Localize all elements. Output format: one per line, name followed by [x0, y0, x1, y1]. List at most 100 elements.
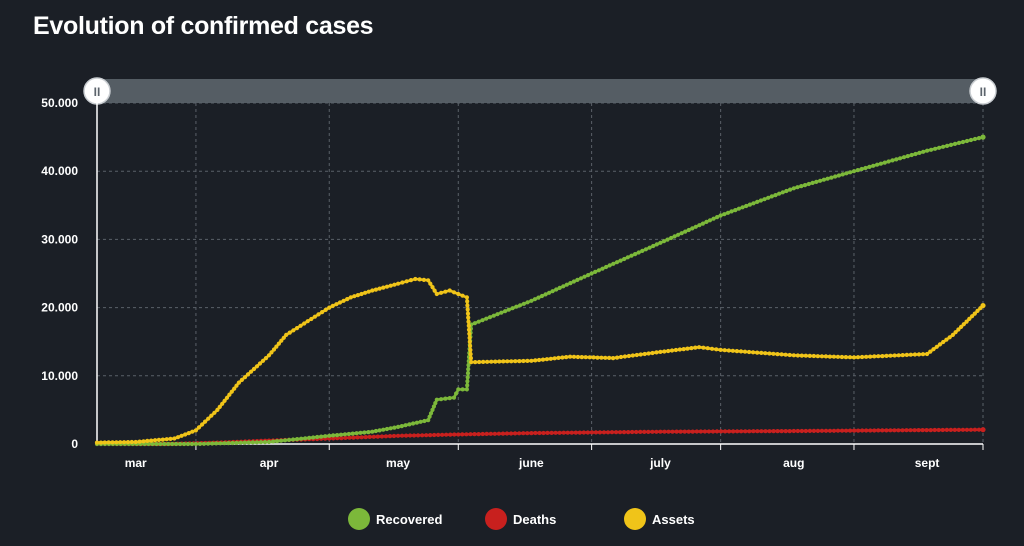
series-point-recovered [806, 181, 811, 187]
series-point-recovered [521, 301, 527, 306]
series-point-recovered [287, 437, 292, 442]
series-point-recovered [447, 396, 452, 401]
series-point-deaths [400, 433, 405, 438]
series-point-recovered [633, 252, 638, 257]
series-point-recovered [665, 237, 670, 242]
series-point-recovered [414, 420, 419, 425]
series-point-deaths [472, 432, 477, 437]
series-point-assets [466, 327, 472, 332]
x-tick-label: july [649, 456, 671, 470]
series-point-assets [860, 354, 865, 360]
series-point-deaths [735, 429, 740, 434]
series-point-deaths [912, 428, 917, 433]
series-point-recovered [354, 431, 359, 436]
series-point-recovered [755, 199, 760, 204]
legend-label-assets: Assets [652, 512, 695, 527]
series-point-assets [186, 431, 191, 436]
series-point-recovered [246, 440, 251, 445]
series-point-recovered [589, 271, 594, 276]
series-point-deaths [940, 427, 945, 433]
range-scrollbar[interactable]: II II [83, 77, 997, 105]
series-point-recovered [466, 363, 471, 368]
series-point-recovered [315, 434, 320, 440]
series-point-assets [811, 353, 816, 359]
legend-item-assets[interactable]: Assets [624, 508, 695, 530]
series-point-recovered [604, 264, 609, 270]
series-point-recovered [396, 424, 401, 429]
series-point-deaths [896, 428, 901, 433]
series-point-deaths [803, 428, 808, 434]
series-point-deaths [739, 429, 744, 434]
series-point-recovered [484, 316, 489, 321]
series-point-recovered [529, 298, 534, 303]
series-point-assets [595, 355, 600, 360]
series-point-recovered [319, 434, 324, 439]
series-point-deaths [375, 434, 380, 439]
series-point-assets [783, 352, 788, 357]
series-point-assets [451, 290, 457, 295]
series-point-assets [408, 278, 414, 283]
series-point-deaths [714, 429, 720, 434]
series-point-assets [880, 354, 885, 359]
series-point-recovered [890, 158, 895, 163]
series-point-recovered [403, 423, 408, 428]
series-point-deaths [791, 428, 796, 434]
series-point-deaths [819, 428, 825, 433]
series-point-deaths [888, 428, 893, 433]
series-point-recovered [451, 395, 457, 400]
series-point-deaths [840, 428, 845, 433]
series-point-assets [497, 359, 502, 364]
series-point-deaths [682, 429, 687, 434]
series-point-recovered [532, 297, 538, 302]
legend-item-deaths[interactable]: Deaths [485, 508, 556, 530]
series-point-recovered [829, 175, 834, 180]
series-point-recovered [346, 431, 351, 437]
series-point-recovered [898, 156, 903, 161]
scrollbar-left-handle[interactable]: II [83, 77, 111, 105]
series-point-recovered [214, 441, 219, 446]
series-point-deaths [670, 429, 675, 434]
series-point-deaths [630, 429, 635, 435]
series-point-recovered [614, 260, 620, 265]
series-point-assets [269, 350, 274, 355]
series-point-assets [509, 359, 514, 364]
series-point-recovered [821, 177, 827, 182]
series-point-assets [771, 351, 776, 356]
series-point-assets [726, 348, 731, 353]
series-point-deaths [710, 429, 716, 434]
series-point-deaths [779, 429, 784, 434]
series-point-assets [583, 355, 588, 360]
series-point-deaths [533, 430, 538, 436]
series-point-deaths [412, 433, 417, 438]
series-point-recovered [575, 277, 580, 282]
series-point-recovered [762, 197, 767, 202]
series-recovered [94, 134, 986, 447]
series-point-assets [276, 341, 281, 346]
series-point-recovered [311, 435, 316, 440]
scrollbar-right-handle[interactable]: II [969, 77, 997, 105]
series-point-recovered [487, 315, 493, 320]
series-point-recovered [933, 146, 938, 151]
series-point-assets [439, 290, 444, 295]
x-tick-label: apr [260, 456, 279, 470]
series-point-assets [815, 354, 820, 359]
series-point-recovered [428, 411, 434, 416]
series-point-recovered [586, 273, 591, 278]
series-point-assets [432, 288, 437, 293]
series-point-assets [658, 349, 663, 354]
series-point-recovered [629, 253, 634, 258]
series-point-assets [831, 354, 837, 359]
series-point-assets [145, 438, 150, 443]
series-point-recovered [384, 426, 390, 432]
series-point-assets [972, 311, 977, 316]
series-point-recovered [464, 387, 469, 392]
series-point-assets [847, 355, 853, 360]
series-point-deaths [924, 428, 929, 433]
series-point-deaths [622, 430, 627, 435]
scrollbar-track[interactable] [97, 79, 983, 103]
series-point-assets [673, 347, 679, 353]
series-point-assets [742, 349, 748, 354]
legend-item-recovered[interactable]: Recovered [348, 508, 443, 530]
series-point-assets [287, 330, 292, 335]
series-point-recovered [242, 440, 247, 445]
